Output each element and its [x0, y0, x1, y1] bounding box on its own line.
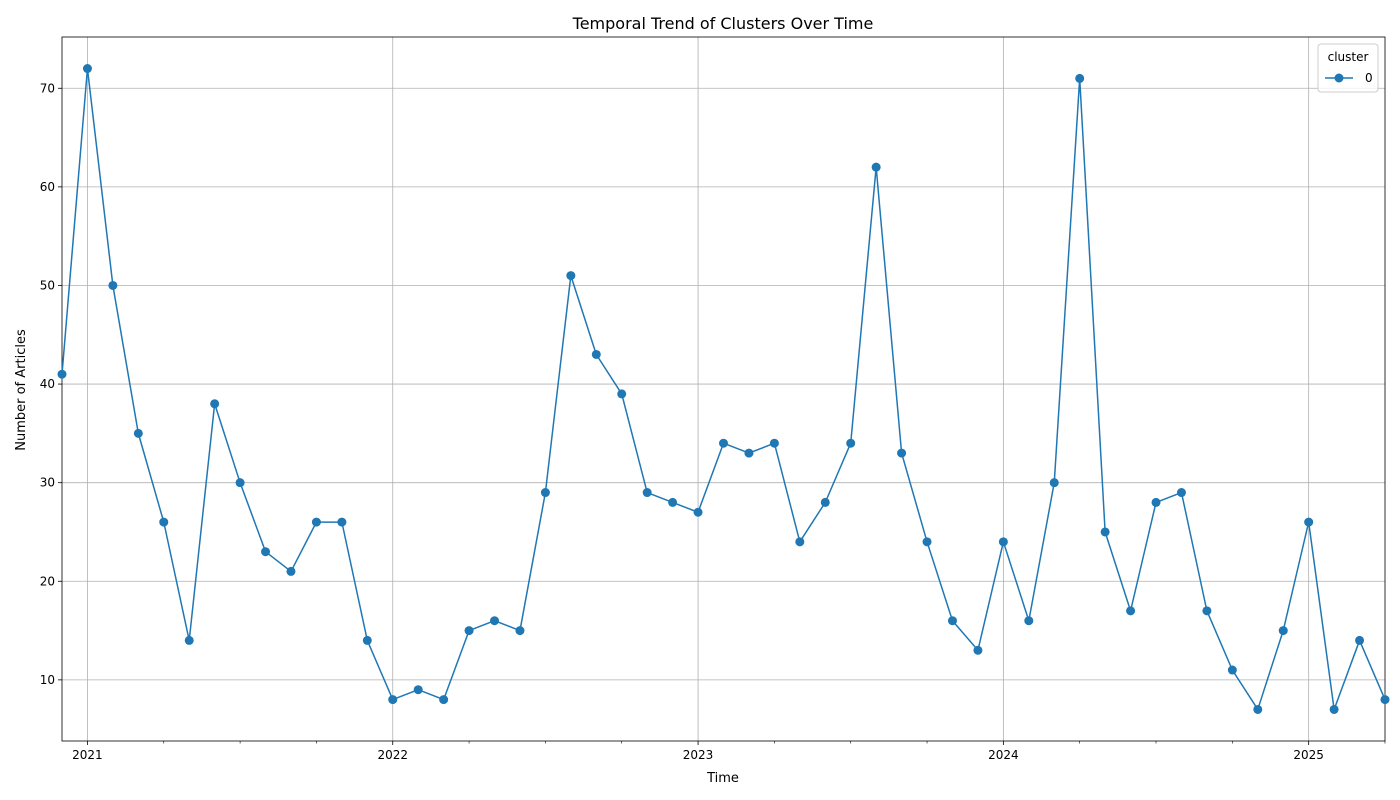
- data-point: [1380, 695, 1390, 705]
- data-point: [413, 685, 423, 695]
- y-tick-label: 50: [40, 278, 55, 292]
- data-point: [235, 478, 245, 488]
- grid-lines: [62, 37, 1385, 741]
- data-point: [1176, 488, 1186, 498]
- data-point: [1151, 497, 1161, 507]
- data-point: [388, 695, 398, 705]
- data-point: [617, 389, 627, 399]
- data-point: [846, 438, 856, 448]
- data-point: [998, 537, 1008, 547]
- data-point: [769, 438, 779, 448]
- series-line: [61, 67, 1386, 711]
- y-tick-label: 10: [40, 673, 55, 687]
- x-tick-label: 2021: [72, 748, 103, 762]
- series-line-group: [61, 67, 1386, 711]
- data-point: [337, 517, 347, 527]
- data-point: [261, 547, 271, 557]
- y-tick-label: 20: [40, 574, 55, 588]
- data-point: [693, 507, 703, 517]
- data-point: [108, 280, 118, 290]
- data-point: [668, 497, 678, 507]
- plot-frame: [61, 36, 1386, 742]
- legend-frame: [1317, 43, 1379, 93]
- data-point: [1075, 73, 1085, 83]
- x-tick-label: 2022: [377, 748, 408, 762]
- data-point: [540, 488, 550, 498]
- data-point: [286, 566, 296, 576]
- legend: cluster 0: [1317, 43, 1379, 93]
- data-point: [820, 497, 830, 507]
- legend-title: cluster: [1328, 50, 1369, 64]
- data-point: [744, 448, 754, 458]
- data-point: [210, 399, 220, 409]
- data-point: [1253, 704, 1263, 714]
- y-tick-label: 40: [40, 377, 55, 391]
- x-tick-label: 2023: [683, 748, 714, 762]
- data-point: [1304, 517, 1314, 527]
- data-point: [591, 349, 601, 359]
- data-point: [184, 635, 194, 645]
- data-point: [1126, 606, 1136, 616]
- y-axis-label: Number of Articles: [14, 329, 29, 451]
- data-point: [922, 537, 932, 547]
- legend-marker-swatch: [1334, 73, 1344, 83]
- data-point: [490, 616, 500, 626]
- data-point: [1355, 635, 1365, 645]
- data-point: [311, 517, 321, 527]
- data-point: [362, 635, 372, 645]
- x-axis-label: Time: [706, 771, 739, 786]
- data-point: [897, 448, 907, 458]
- data-point: [1202, 606, 1212, 616]
- data-point: [566, 271, 576, 281]
- data-point: [133, 428, 143, 438]
- data-point: [871, 162, 881, 172]
- legend-label: 0: [1365, 71, 1373, 85]
- data-point: [973, 645, 983, 655]
- axes: 10 20 30 40 50 60 70 2021 2022 2023 2024 2025: [40, 36, 1386, 762]
- data-point: [642, 488, 652, 498]
- data-point: [82, 64, 92, 74]
- data-point: [1100, 527, 1110, 537]
- chart-title: Temporal Trend of Clusters Over Time: [572, 14, 874, 33]
- data-point: [57, 369, 67, 379]
- data-point: [159, 517, 169, 527]
- series-points-group: [57, 64, 1390, 714]
- data-point: [515, 626, 525, 636]
- x-tick-label: 2025: [1293, 748, 1324, 762]
- data-point: [795, 537, 805, 547]
- data-point: [1227, 665, 1237, 675]
- data-point: [947, 616, 957, 626]
- data-point: [719, 438, 728, 448]
- x-tick-label: 2024: [988, 748, 1019, 762]
- data-point: [1049, 478, 1059, 488]
- data-point: [1024, 616, 1034, 626]
- data-point: [1278, 626, 1288, 636]
- y-tick-label: 70: [40, 81, 55, 95]
- data-point: [464, 626, 474, 636]
- data-point: [439, 695, 449, 705]
- y-tick-label: 60: [40, 180, 55, 194]
- y-tick-label: 30: [40, 476, 55, 490]
- data-point: [1329, 704, 1339, 714]
